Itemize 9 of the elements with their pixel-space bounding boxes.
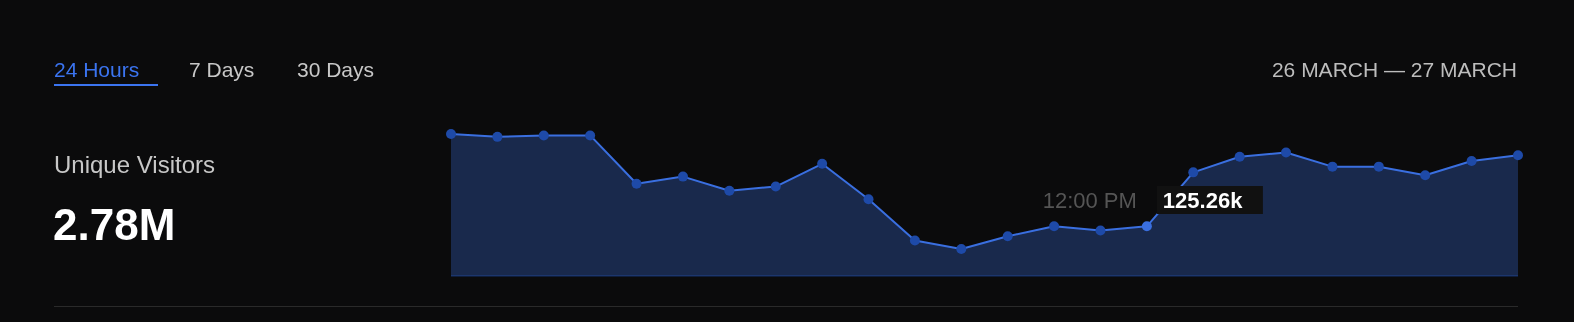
annotation: 125.26k xyxy=(1162,188,1244,213)
text: 24 Hours xyxy=(54,58,140,81)
annotation: 12:00 PM xyxy=(1042,188,1137,213)
point xyxy=(1141,221,1152,232)
text: 7 Days xyxy=(189,58,255,81)
text: 26 MARCH — 27 MARCH xyxy=(1271,58,1517,81)
text: 30 Days xyxy=(297,58,375,81)
text: 2.78M xyxy=(53,200,176,249)
text: Unique Visitors xyxy=(54,151,215,178)
